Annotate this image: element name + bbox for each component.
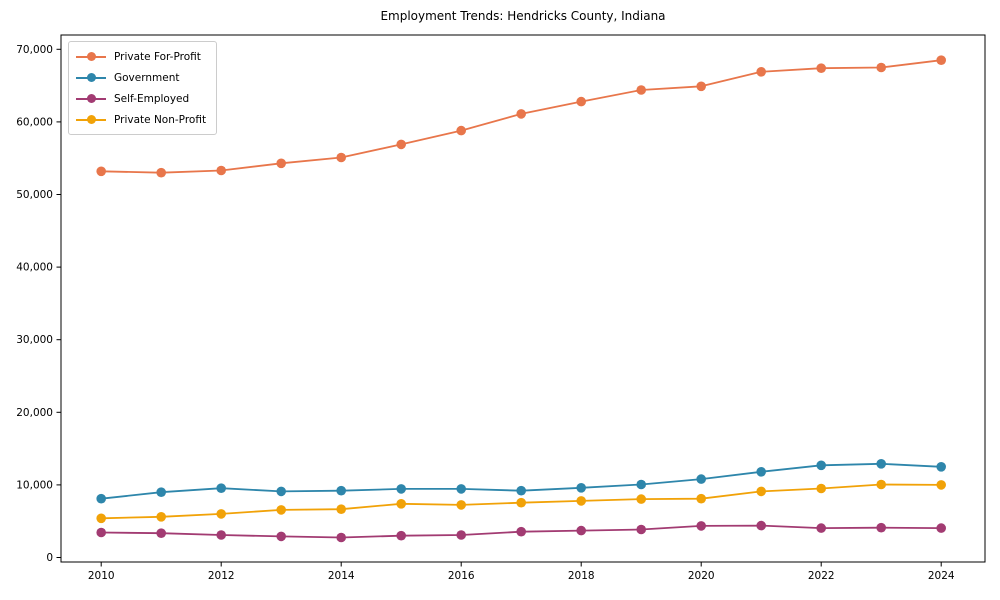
data-point-private-non-profit-2012 (216, 509, 226, 519)
data-point-government-2021 (756, 467, 766, 477)
data-point-self-employed-2013 (276, 531, 287, 542)
y-tick-label: 10,000 (16, 479, 53, 491)
legend-label: Government (114, 71, 180, 84)
data-point-private-non-profit-2011 (156, 512, 166, 522)
data-point-government-2013 (276, 486, 287, 497)
legend-marker-icon (76, 46, 106, 67)
data-point-government-2017 (516, 485, 526, 496)
data-point-private-non-profit-2013 (276, 505, 287, 515)
y-tick-label: 60,000 (16, 116, 53, 128)
data-point-private-for-profit-2018 (576, 96, 586, 107)
data-point-private-for-profit-2012 (216, 165, 226, 176)
data-point-private-non-profit-2022 (816, 483, 826, 494)
data-point-private-for-profit-2021 (756, 67, 766, 77)
data-point-private-for-profit-2017 (516, 109, 526, 119)
legend-item-self-employed: Self-Employed (76, 88, 206, 109)
data-point-government-2020 (696, 474, 706, 484)
data-point-self-employed-2019 (636, 524, 646, 535)
data-point-government-2012 (216, 483, 226, 494)
x-tick-label: 2024 (928, 570, 955, 582)
data-point-government-2022 (816, 460, 826, 471)
data-point-private-for-profit-2016 (456, 125, 467, 136)
data-point-government-2014 (336, 485, 347, 496)
legend-marker-icon (76, 88, 106, 109)
data-point-self-employed-2020 (696, 521, 706, 531)
x-tick-label: 2022 (808, 570, 835, 582)
data-point-self-employed-2016 (456, 530, 467, 540)
data-point-government-2024 (936, 462, 946, 472)
y-tick-label: 0 (46, 552, 53, 564)
legend-item-private-non-profit: Private Non-Profit (76, 109, 206, 130)
legend-item-government: Government (76, 67, 206, 88)
x-tick-label: 2010 (88, 570, 115, 582)
data-point-private-for-profit-2024 (936, 55, 946, 65)
data-point-private-non-profit-2015 (396, 499, 407, 509)
data-point-private-non-profit-2017 (516, 497, 526, 508)
data-point-self-employed-2014 (336, 532, 347, 543)
data-point-private-non-profit-2021 (756, 486, 766, 497)
data-point-self-employed-2011 (156, 528, 166, 538)
data-point-private-non-profit-2019 (636, 494, 646, 504)
data-point-private-for-profit-2022 (816, 63, 826, 73)
x-tick-label: 2012 (208, 570, 235, 582)
legend-marker-icon (76, 109, 106, 130)
y-tick-label: 40,000 (16, 262, 53, 274)
data-point-private-non-profit-2018 (576, 496, 586, 506)
data-point-private-for-profit-2019 (636, 85, 646, 95)
data-point-private-for-profit-2020 (696, 81, 706, 92)
x-tick-label: 2020 (688, 570, 715, 582)
data-point-government-2018 (576, 483, 586, 493)
data-point-private-for-profit-2010 (96, 166, 106, 177)
data-point-self-employed-2015 (396, 530, 407, 541)
chart-legend: Private For-Profit Government Self-Employe… (68, 41, 218, 135)
y-tick-label: 20,000 (16, 407, 53, 419)
data-point-self-employed-2022 (816, 523, 826, 533)
y-tick-label: 70,000 (16, 44, 53, 56)
legend-marker-icon (76, 67, 106, 88)
data-point-private-for-profit-2023 (876, 62, 886, 73)
data-point-self-employed-2018 (576, 525, 586, 536)
data-point-private-non-profit-2016 (456, 500, 467, 510)
y-tick-label: 50,000 (16, 189, 53, 201)
data-point-private-non-profit-2010 (96, 513, 106, 524)
data-point-government-2015 (396, 484, 407, 494)
data-point-private-non-profit-2020 (696, 493, 706, 504)
data-point-private-for-profit-2013 (276, 158, 287, 169)
data-point-self-employed-2012 (216, 530, 226, 540)
chart-title: Employment Trends: Hendricks County, Ind… (380, 9, 666, 23)
x-tick-label: 2016 (448, 570, 475, 582)
data-point-government-2011 (156, 487, 166, 498)
data-point-private-for-profit-2014 (336, 152, 347, 163)
plot-frame (60, 34, 986, 563)
data-point-private-for-profit-2011 (156, 167, 166, 178)
x-tick-label: 2014 (328, 570, 355, 582)
data-point-private-non-profit-2014 (336, 504, 347, 514)
legend-label: Private Non-Profit (114, 113, 207, 126)
data-point-private-non-profit-2023 (876, 479, 886, 490)
data-point-self-employed-2017 (516, 526, 526, 537)
data-point-self-employed-2024 (936, 523, 946, 533)
legend-item-private-for-profit: Private For-Profit (76, 46, 206, 67)
legend-label: Private For-Profit (114, 50, 201, 63)
data-point-self-employed-2010 (96, 527, 106, 538)
data-point-government-2016 (456, 484, 467, 494)
legend-label: Self-Employed (114, 92, 190, 105)
data-point-government-2023 (876, 459, 886, 469)
data-point-self-employed-2023 (876, 522, 886, 533)
data-point-government-2019 (636, 479, 646, 490)
x-tick-label: 2018 (568, 570, 595, 582)
data-point-private-for-profit-2015 (396, 139, 407, 150)
data-point-self-employed-2021 (756, 520, 766, 531)
y-tick-label: 30,000 (16, 334, 53, 346)
data-point-government-2010 (96, 493, 106, 504)
data-point-private-non-profit-2024 (936, 480, 946, 490)
